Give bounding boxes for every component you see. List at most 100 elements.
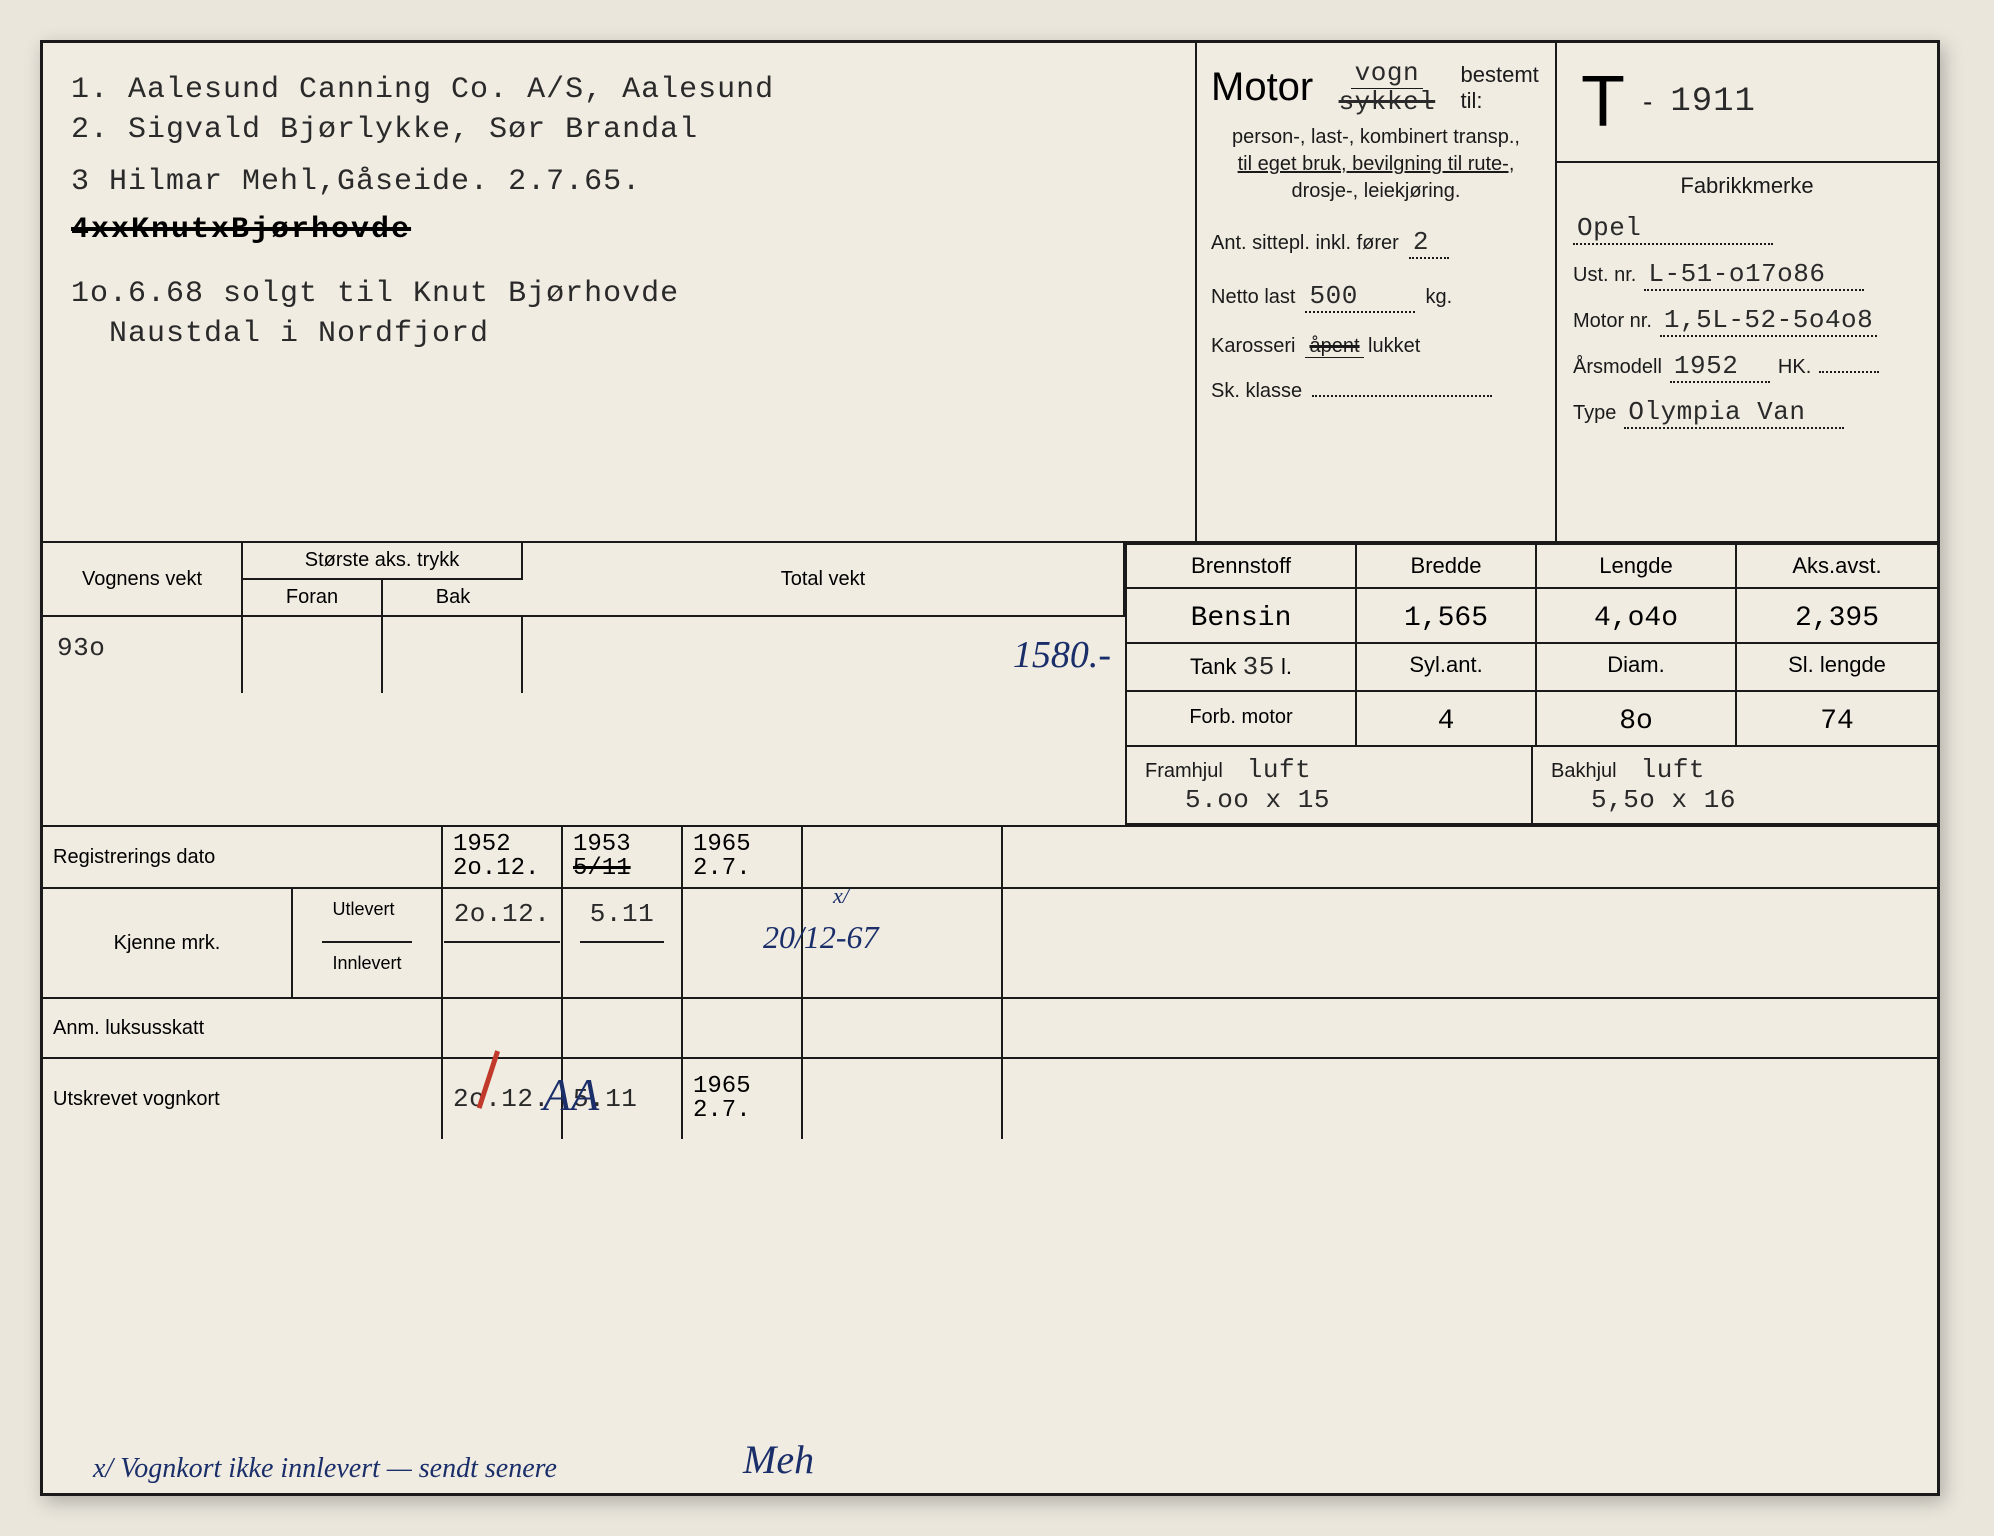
- karosseri-row: Karosseri åpent lukket: [1211, 335, 1541, 358]
- netto-unit: kg.: [1425, 286, 1452, 309]
- lengde-value: 4,o4o: [1537, 587, 1737, 642]
- weight-box: Vognens vekt Største aks. trykk Total ve…: [43, 543, 1127, 825]
- right-specs: Brennstoff Bredde Lengde Aks.avst. Bensi…: [1127, 543, 1937, 825]
- utlevert-label: Utlevert: [322, 889, 411, 943]
- motor-subtext: person-, last-, kombinert transp., til e…: [1211, 124, 1541, 205]
- anm-4: [803, 999, 1003, 1057]
- footnote-text: x/ Vognkort ikke innlevert — sendt sener…: [93, 1453, 557, 1485]
- diam-header: Diam.: [1537, 642, 1737, 690]
- owner-struck: 4xxKnutxBjørhovde: [71, 213, 1167, 247]
- sylant-header: Syl.ant.: [1357, 642, 1537, 690]
- arsmodell-value: 1952: [1670, 351, 1770, 383]
- reg3-top: 1965: [693, 833, 791, 857]
- fabrikkmerke-box: Fabrikkmerke Opel Ust. nr. L-51-o17o86 M…: [1557, 163, 1937, 541]
- bakhjul-cell: Bakhjul luft 5,5o x 16: [1533, 747, 1937, 823]
- bredde-value: 1,565: [1357, 587, 1537, 642]
- reg1-top: 1952: [453, 833, 551, 857]
- sk-klasse-value: [1312, 395, 1492, 397]
- lukket-label: lukket: [1368, 335, 1420, 357]
- reg2-bot: 5/11: [573, 857, 671, 881]
- karosseri-label: Karosseri: [1211, 335, 1295, 358]
- aksavst-value: 2,395: [1737, 587, 1937, 642]
- sk-klasse-label: Sk. klasse: [1211, 380, 1302, 403]
- framhjul-type: luft: [1247, 755, 1311, 785]
- owner-line-3: 3 Hilmar Mehl,Gåseide. 2.7.65.: [71, 165, 1167, 199]
- foran-header: Foran: [243, 580, 383, 617]
- mid-row: Vognens vekt Største aks. trykk Total ve…: [43, 543, 1937, 827]
- netto-label: Netto last: [1211, 286, 1295, 309]
- owner-note-2: Naustdal i Nordfjord: [71, 317, 1167, 351]
- reg-dato-empty-2: [1003, 827, 1937, 887]
- motor-sub-3: drosje-, leiekjøring.: [1211, 178, 1541, 205]
- innlevert-label: Innlevert: [322, 943, 411, 997]
- lengde-header: Lengde: [1537, 543, 1737, 587]
- uv3-top: 1965: [693, 1075, 791, 1099]
- sllengde-value: 74: [1737, 690, 1937, 745]
- footnote-mark: x/: [833, 883, 849, 909]
- reg-dato-3: 1965 2.7.: [683, 827, 803, 887]
- motor-box: Motor vogn sykkel bestemt til: person-, …: [1197, 43, 1557, 541]
- reg-dato-empty-1: [803, 827, 1003, 887]
- apent-label: åpent: [1305, 335, 1363, 358]
- kjenne-col-1: 2o.12.: [443, 889, 563, 997]
- reg-dato-2: 1953 5/11: [563, 827, 683, 887]
- anm-2: [563, 999, 683, 1057]
- merke-value: Opel: [1573, 213, 1773, 245]
- reg2-top: 1953: [573, 833, 671, 857]
- reg-letter: T: [1581, 61, 1625, 143]
- kjenne-col-4: 20/12-67 x/: [803, 889, 1003, 997]
- fabrikkmerke-title: Fabrikkmerke: [1573, 173, 1921, 199]
- bak-value: [383, 617, 523, 693]
- sllengde-header: Sl. lengde: [1737, 642, 1937, 690]
- reg-dash: -: [1643, 86, 1652, 118]
- innlevert-handwritten: 20/12-67: [763, 919, 879, 956]
- sk-klasse-row: Sk. klasse: [1211, 380, 1541, 403]
- tank-unit: l.: [1281, 654, 1292, 679]
- utskrevet-row: Utskrevet vognkort 2o.12. 5.11 AA 1965 2…: [43, 1059, 1937, 1139]
- bestemt-label: bestemt til:: [1461, 62, 1541, 114]
- utskrevet-label: Utskrevet vognkort: [43, 1059, 443, 1139]
- arsmodell-label: Årsmodell: [1573, 356, 1662, 379]
- framhjul-size: 5.oo x 15: [1185, 785, 1330, 815]
- framhjul-label: Framhjul: [1145, 760, 1223, 782]
- bottom-grid: Registrerings dato 1952 2o.12. 1953 5/11…: [43, 827, 1937, 1139]
- weight-values: 93o 1580.-: [43, 617, 1125, 693]
- motor-heading: Motor vogn sykkel bestemt til:: [1211, 59, 1541, 116]
- kjenne-col-5: [1003, 889, 1937, 997]
- total-vekt-header: Total vekt: [523, 543, 1125, 617]
- reg-dato-label: Registrerings dato: [43, 827, 443, 887]
- reg-dato-row: Registrerings dato 1952 2o.12. 1953 5/11…: [43, 827, 1937, 889]
- anm-luksus-label: Anm. luksusskatt: [43, 999, 443, 1057]
- registration-number-box: T - 1911: [1557, 43, 1937, 163]
- tank-value: 35: [1243, 652, 1275, 682]
- motor-label: Motor: [1211, 65, 1313, 110]
- foran-value: [243, 617, 383, 693]
- aksavst-header: Aks.avst.: [1737, 543, 1937, 587]
- anm-5: [1003, 999, 1937, 1057]
- owner-line-2: 2. Sigvald Bjørlykke, Sør Brandal: [71, 113, 1167, 147]
- karosseri-fraction: åpent lukket: [1305, 335, 1420, 357]
- motor-sub-1: person-, last-, kombinert transp.,: [1211, 124, 1541, 151]
- uv-5: [1003, 1059, 1937, 1139]
- type-value: Olympia Van: [1624, 397, 1844, 429]
- anm-luksus-row: Anm. luksusskatt: [43, 999, 1937, 1059]
- netto-last-row: Netto last 500 kg.: [1211, 281, 1541, 313]
- reg-number: 1911: [1670, 83, 1756, 121]
- sylant-value: 4: [1357, 690, 1537, 745]
- right-column: T - 1911 Fabrikkmerke Opel Ust. nr. L-51…: [1557, 43, 1937, 541]
- kjenne-col-2: 5.11: [563, 889, 683, 997]
- hk-label: HK.: [1778, 356, 1811, 379]
- tank-header: Tank 35 l.: [1127, 642, 1357, 690]
- vognens-vekt-header: Vognens vekt: [43, 543, 243, 617]
- kjenne-sublabels: Utlevert Innlevert: [293, 889, 443, 997]
- owners-box: 1. Aalesund Canning Co. A/S, Aalesund 2.…: [43, 43, 1197, 541]
- vogn-sykkel-fraction: vogn sykkel: [1321, 59, 1452, 116]
- diam-value: 8o: [1537, 690, 1737, 745]
- total-vekt-value: 1580.-: [523, 617, 1125, 693]
- reg3-bot: 2.7.: [693, 857, 791, 881]
- reg1-bot: 2o.12.: [453, 857, 551, 881]
- type-label: Type: [1573, 402, 1616, 425]
- tank-label: Tank: [1190, 654, 1236, 679]
- uv3-bot: 2.7.: [693, 1099, 791, 1123]
- owner-note-1: 1o.6.68 solgt til Knut Bjørhovde: [71, 277, 1167, 311]
